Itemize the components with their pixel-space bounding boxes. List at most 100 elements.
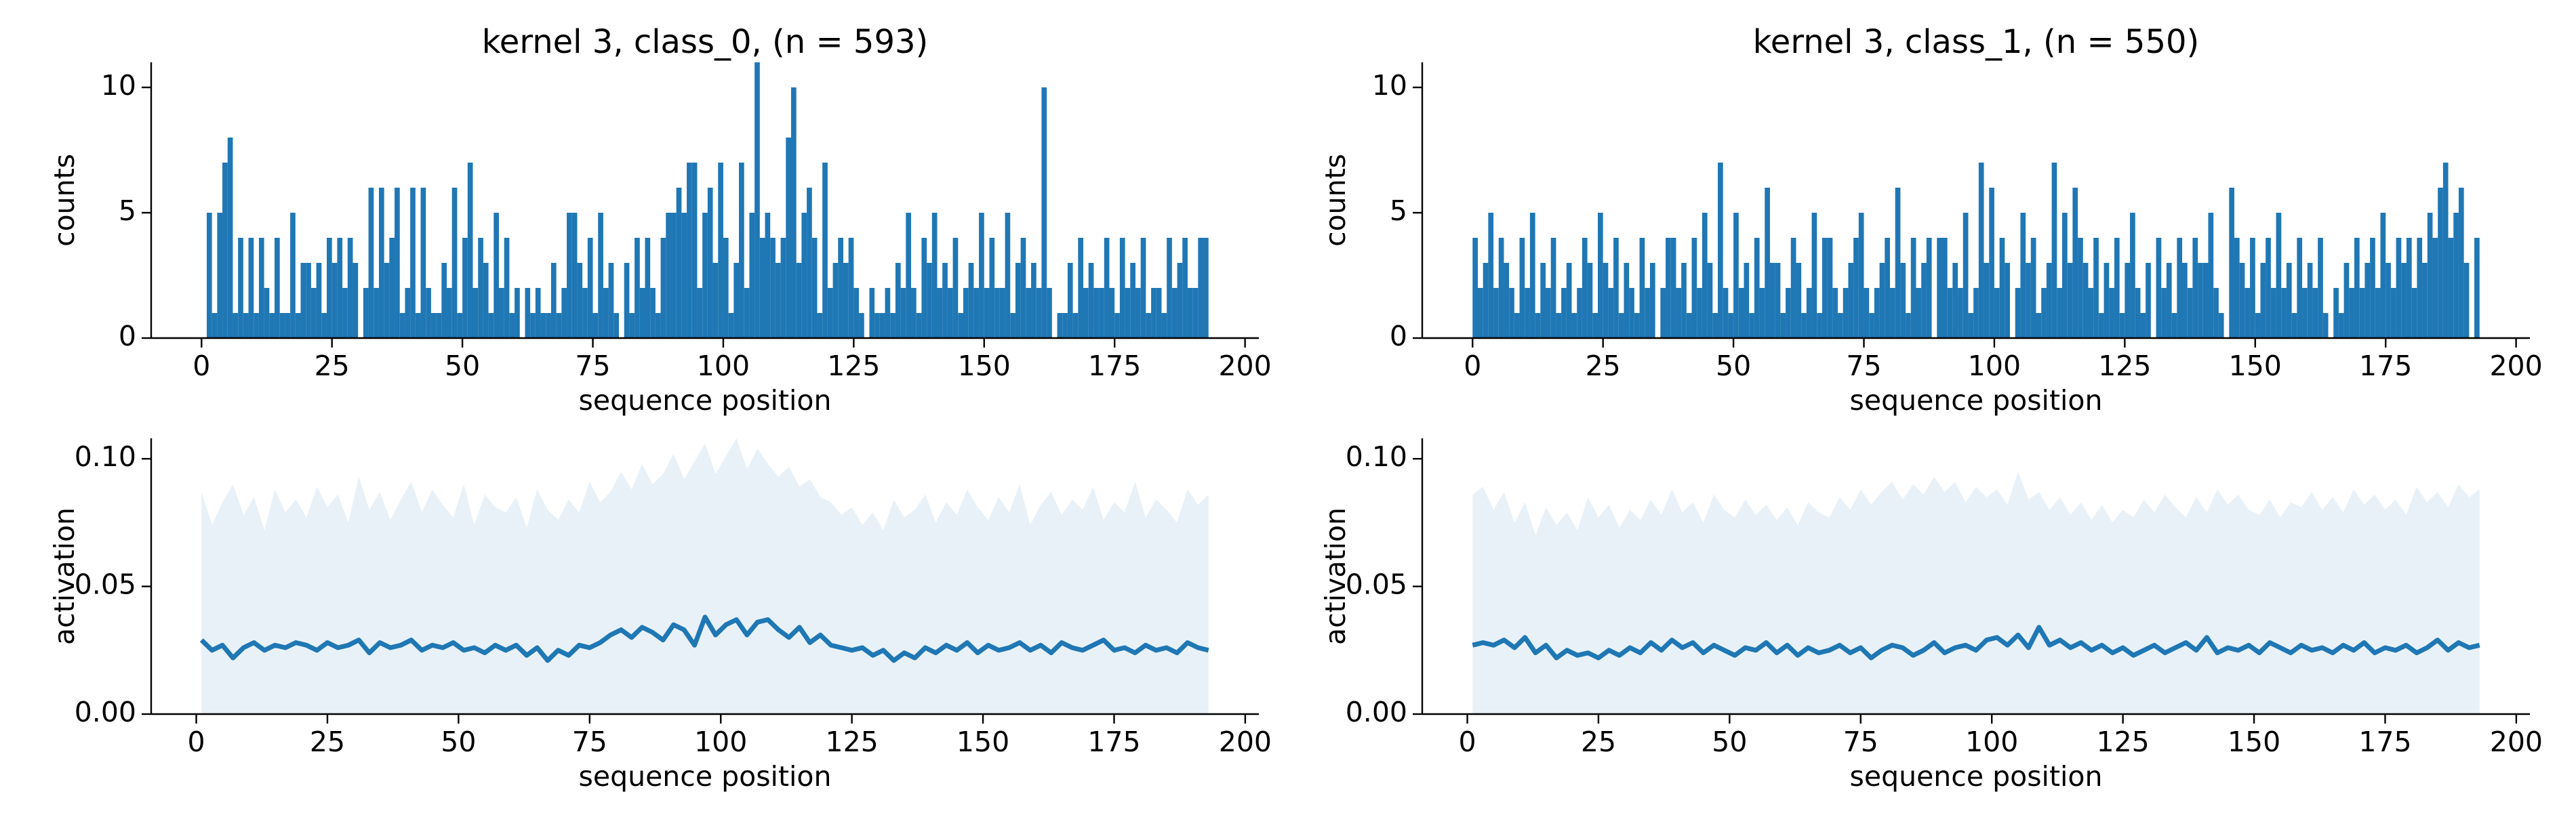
- histogram-bar: [264, 288, 270, 338]
- histogram-bar: [670, 213, 677, 338]
- histogram-bar: [1801, 313, 1807, 338]
- histogram-bar: [1670, 238, 1676, 338]
- histogram-bar: [1104, 238, 1110, 338]
- histogram-bar: [1649, 263, 1655, 338]
- histogram-bar: [687, 163, 692, 338]
- histogram-bar: [342, 288, 348, 338]
- histogram-bar: [498, 288, 504, 338]
- histogram-bar: [1775, 263, 1781, 338]
- histogram-bar: [384, 263, 390, 338]
- x-tick-label: 75: [1846, 350, 1881, 382]
- histogram-bar: [853, 288, 860, 338]
- histogram-bar: [2140, 313, 2146, 338]
- histogram-bar: [2390, 288, 2396, 338]
- histogram-bar: [999, 288, 1005, 338]
- histogram-bar: [973, 288, 980, 338]
- histogram-bar: [1822, 238, 1828, 338]
- histogram-bar: [1171, 288, 1178, 338]
- x-tick-label: 25: [315, 350, 350, 382]
- x-tick-label: 200: [1218, 350, 1271, 382]
- histogram-bar: [832, 263, 839, 338]
- histogram-bar: [331, 263, 338, 338]
- histogram-bar: [2364, 263, 2371, 338]
- histogram-bar: [1561, 288, 1567, 338]
- histogram-bar: [691, 163, 698, 338]
- histogram-bar: [1890, 288, 1895, 338]
- histogram-bar: [1952, 263, 1958, 338]
- histogram-bar: [739, 163, 744, 338]
- histogram-bar: [2030, 238, 2036, 338]
- histogram-bar: [1083, 288, 1089, 338]
- histogram-bar: [1921, 263, 1927, 338]
- histogram-bar: [1978, 163, 1984, 338]
- histogram-bar: [1895, 188, 1901, 338]
- histogram-bar: [1566, 263, 1572, 338]
- histogram-bar: [300, 263, 306, 338]
- histogram-bar: [2354, 238, 2360, 338]
- histogram-bar: [723, 238, 729, 338]
- histogram-bar: [2255, 313, 2261, 338]
- x-tick-label: 0: [1458, 726, 1476, 758]
- histogram-bar: [2270, 288, 2276, 338]
- histogram-bar: [1639, 238, 1645, 338]
- x-tick-label: 150: [2228, 726, 2280, 758]
- x-tick-label: 100: [1968, 350, 2021, 382]
- histogram-bar: [2245, 288, 2251, 338]
- histogram-bar: [1571, 313, 1577, 338]
- histogram-bar: [613, 313, 620, 338]
- histogram-bar: [603, 288, 609, 338]
- histogram-bar: [1910, 238, 1916, 338]
- histogram-bar: [2380, 213, 2386, 338]
- histogram-bar: [1550, 238, 1556, 338]
- histogram-bar: [2291, 313, 2297, 338]
- histogram-bar: [2297, 238, 2303, 338]
- histogram-bar: [1509, 288, 1514, 338]
- histogram-bar: [1769, 263, 1775, 338]
- x-tick-label: 125: [825, 726, 878, 758]
- histogram-bar: [295, 313, 301, 338]
- histogram-bar: [2370, 238, 2375, 338]
- histogram-bar: [1691, 238, 1697, 338]
- histogram-bar: [2406, 238, 2412, 338]
- histogram-bar: [1140, 238, 1146, 338]
- x-tick-label: 200: [2489, 350, 2542, 382]
- histogram-bar: [368, 188, 374, 338]
- histogram-bar: [874, 313, 880, 338]
- histogram-bar: [2093, 238, 2099, 338]
- histogram-bar: [838, 238, 843, 338]
- x-tick-label: 150: [2229, 350, 2282, 382]
- histogram-bar: [1864, 288, 1870, 338]
- line: [199, 614, 1209, 663]
- histogram-bar: [494, 213, 499, 338]
- y-tick-label: 0.05: [1346, 568, 1407, 601]
- histogram-bar: [911, 288, 917, 338]
- histogram-bar: [1968, 313, 1974, 338]
- histogram-bar: [1733, 213, 1739, 338]
- histogram-bar: [2474, 238, 2480, 338]
- histogram-bar: [1832, 288, 1838, 338]
- histogram-bar: [947, 288, 953, 338]
- histogram-bar: [2051, 163, 2057, 338]
- histogram-bar: [1645, 288, 1650, 338]
- histogram-bar: [2078, 238, 2083, 338]
- histogram-bar: [550, 263, 557, 338]
- histogram-bar: [2302, 288, 2308, 338]
- histogram-bar: [2286, 263, 2292, 338]
- histogram-bar: [937, 288, 943, 338]
- histogram-bar: [243, 313, 249, 338]
- histogram-bar: [2020, 213, 2026, 338]
- x-tick-label: 150: [958, 350, 1011, 382]
- histogram-bar: [759, 238, 765, 338]
- histogram-bar: [885, 288, 891, 338]
- histogram-bar: [1666, 238, 1671, 338]
- histogram-bar: [1885, 238, 1891, 338]
- histogram-bar: [1005, 213, 1011, 338]
- histogram-bar: [660, 238, 666, 338]
- histogram-bar: [410, 188, 416, 338]
- chart-title: kernel 3, class_1, (n = 550): [1753, 23, 2200, 61]
- histogram-bar: [467, 163, 473, 338]
- histogram-bar: [1728, 313, 1734, 338]
- histogram-bar: [2386, 263, 2391, 338]
- histogram-bar: [1177, 263, 1183, 338]
